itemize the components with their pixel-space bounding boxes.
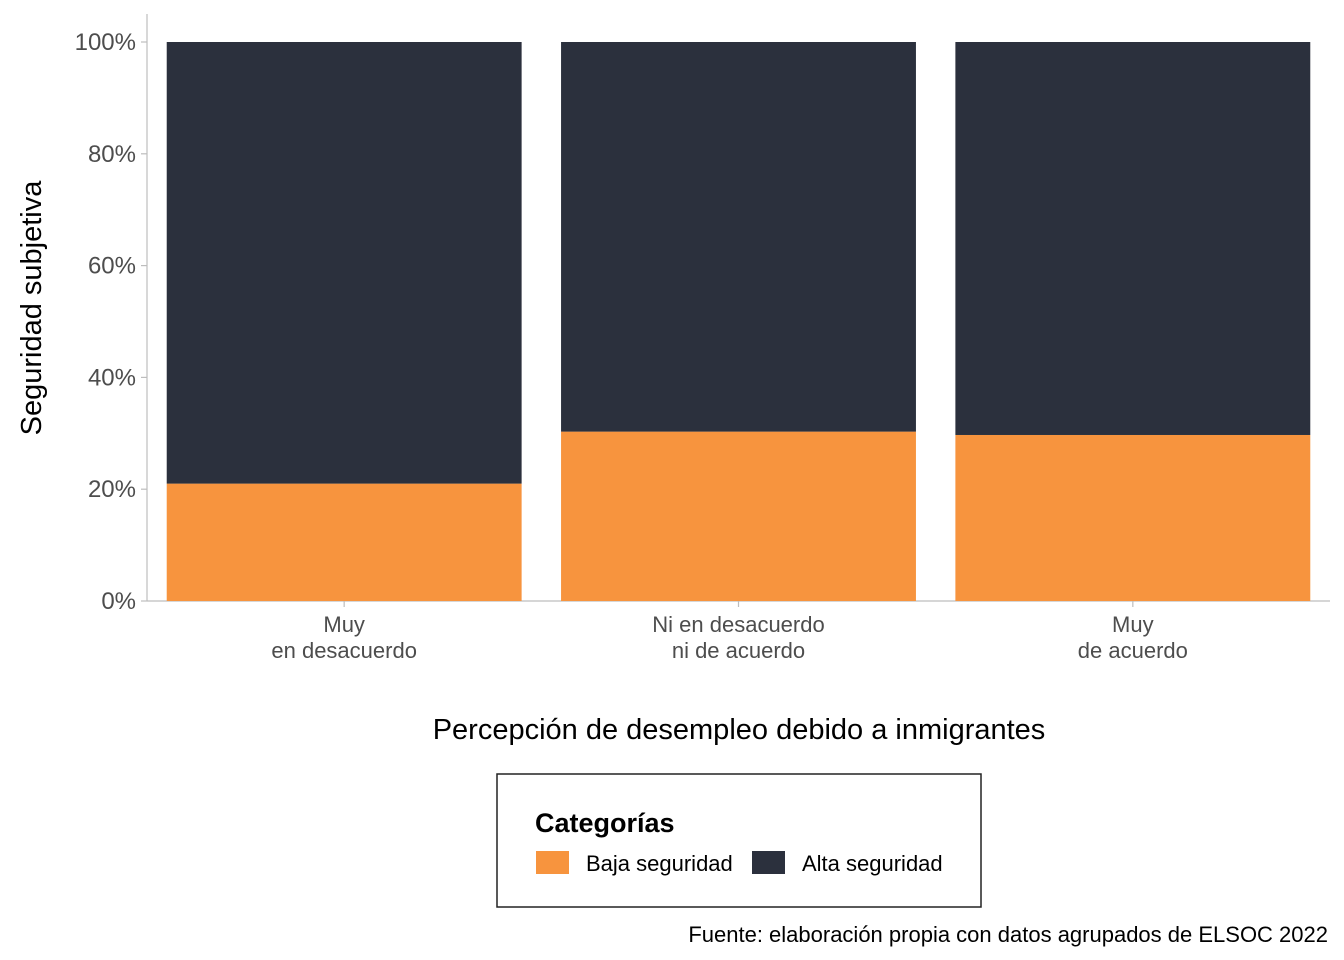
bar-baja-seguridad-3 bbox=[955, 434, 1311, 601]
bar-alta-seguridad-1 bbox=[166, 42, 522, 484]
x-tick-label: Ni en desacuerdo bbox=[652, 612, 824, 637]
y-tick-label: 100% bbox=[75, 29, 136, 56]
y-tick-label: 0% bbox=[101, 588, 136, 615]
x-tick-label: Muy bbox=[323, 612, 365, 637]
source-caption: Fuente: elaboración propia con datos agr… bbox=[688, 922, 1328, 947]
y-tick-label: 60% bbox=[88, 253, 136, 280]
bar-alta-seguridad-3 bbox=[955, 42, 1311, 435]
y-tick-label: 80% bbox=[88, 141, 136, 168]
x-tick-label: Muy bbox=[1112, 612, 1154, 637]
legend-swatch-alta-seguridad bbox=[752, 851, 785, 874]
y-axis-title: Seguridad subjetiva bbox=[16, 180, 48, 436]
legend-title: Categorías bbox=[535, 808, 675, 838]
y-tick-label: 40% bbox=[88, 364, 136, 391]
bar-baja-seguridad-2 bbox=[561, 431, 916, 601]
legend-label-baja-seguridad: Baja seguridad bbox=[586, 851, 733, 876]
bar-alta-seguridad-2 bbox=[561, 42, 916, 432]
x-tick-label: ni de acuerdo bbox=[672, 638, 805, 663]
legend-frame bbox=[496, 773, 982, 908]
y-ticks: 0% 20% 40% 60% 80% 100% bbox=[75, 29, 147, 615]
legend: Categorías Baja seguridad Alta seguridad bbox=[496, 773, 982, 908]
y-tick-label: 20% bbox=[88, 476, 136, 503]
bar-baja-seguridad-1 bbox=[166, 483, 522, 601]
x-tick-label: de acuerdo bbox=[1078, 638, 1188, 663]
x-tick-label: en desacuerdo bbox=[271, 638, 417, 663]
bars bbox=[166, 42, 1311, 601]
x-axis-title: Percepción de desempleo debido a inmigra… bbox=[433, 714, 1046, 746]
legend-label-alta-seguridad: Alta seguridad bbox=[802, 851, 943, 876]
legend-swatch-baja-seguridad bbox=[536, 851, 569, 874]
